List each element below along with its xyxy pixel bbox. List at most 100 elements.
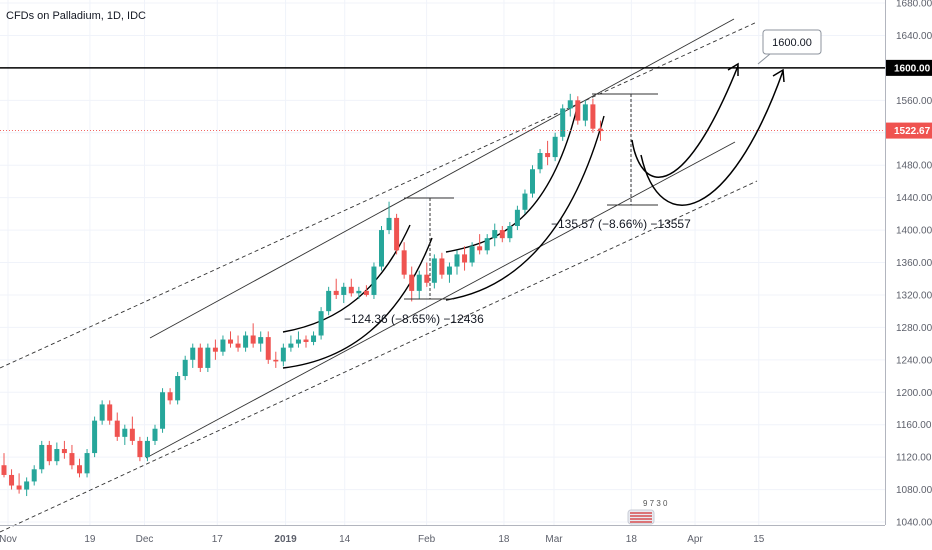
y-tick-label: 1640.00 [896, 31, 932, 42]
candle-body [341, 286, 347, 295]
candles [1, 93, 603, 497]
x-tick-label: 2019 [274, 534, 297, 545]
candle-body [1, 465, 7, 475]
arc-wave1-lower [282, 237, 433, 369]
candle-body [129, 428, 135, 441]
projection-path-2 [640, 70, 784, 206]
candle-body [363, 290, 369, 295]
x-tick-label: 14 [339, 534, 351, 545]
candle-body [16, 485, 22, 490]
grid [0, 0, 885, 525]
candle-body [439, 258, 445, 275]
candle-body [160, 392, 166, 429]
candle-body [469, 246, 475, 263]
level-price-badge-label: 1600.00 [894, 63, 931, 74]
candle-body [243, 335, 249, 348]
candle-body [99, 404, 105, 421]
candle-body [212, 347, 218, 352]
arc-wave2-lower [445, 115, 605, 301]
current-price-badge [886, 122, 932, 139]
measure-label-1: −124.36 (−8.65%) −12436 [344, 312, 484, 326]
candle-body [590, 104, 596, 129]
candle-body [137, 440, 143, 458]
candle-body [582, 104, 588, 121]
candle-body [416, 274, 422, 291]
x-tick-label: 17 [212, 534, 224, 545]
candle-body [46, 444, 52, 462]
y-tick-label: 1360.00 [896, 258, 932, 269]
y-tick-label: 1080.00 [896, 485, 932, 496]
channel-upper-dashed [0, 21, 758, 369]
x-tick-label: Feb [418, 534, 436, 545]
candle-body [84, 453, 90, 474]
candle-body [371, 266, 377, 295]
candle-body [197, 347, 203, 368]
candle-body [303, 339, 309, 342]
arc-wave2-upper [445, 103, 579, 253]
candle-body [326, 290, 332, 312]
candle-body [560, 108, 566, 137]
candle-body [514, 209, 520, 227]
y-tick-label: 1040.00 [896, 518, 932, 529]
candle-body [379, 230, 384, 267]
watermark-logo-text: 9 7 3 0 [643, 499, 668, 508]
candle-body [492, 230, 498, 239]
candle-body [288, 343, 294, 348]
candle-body [235, 343, 241, 348]
candle-body [552, 136, 558, 158]
candle-body [114, 420, 120, 437]
candle-body [545, 153, 551, 158]
candle-body [9, 474, 15, 486]
y-tick-label: 1320.00 [896, 290, 932, 301]
callout-box [762, 29, 822, 55]
candle-body [39, 444, 45, 470]
candle-body [280, 347, 286, 362]
arrowhead-2 [772, 68, 785, 83]
y-tick-label: 1120.00 [896, 453, 932, 464]
candle-body [122, 428, 128, 437]
candle-body [69, 453, 75, 466]
candle-body [333, 290, 339, 295]
x-tick-label: 18 [498, 534, 510, 545]
x-tick-label: 15 [753, 534, 765, 545]
candle-body [454, 254, 460, 267]
channel-lower-dashed [0, 180, 758, 533]
candle-body [258, 337, 264, 344]
candle-body [484, 238, 490, 251]
candle-body [348, 286, 354, 294]
candle-body [575, 100, 581, 121]
y-tick-label: 1480.00 [896, 161, 932, 172]
candle-body [537, 153, 543, 170]
candle-body [446, 266, 452, 275]
candle-body [477, 246, 483, 251]
trend-drawings [0, 18, 785, 533]
candle-body [92, 420, 98, 454]
candle-body [167, 392, 173, 401]
candle-body [152, 428, 158, 441]
candle-body [597, 128, 603, 132]
candle-body [107, 404, 113, 421]
y-tick-label: 1440.00 [896, 193, 932, 204]
overlay-drawings: 1600.00 [0, 29, 885, 525]
x-tick-label: 18 [626, 534, 638, 545]
candle-body [31, 469, 37, 482]
candle-body [318, 311, 324, 336]
candle-body [295, 339, 301, 344]
x-tick-label: Dec [136, 534, 154, 545]
chart-title: CFDs on Palladium, 1D, IDC [6, 10, 146, 22]
projection-path-1 [631, 65, 739, 178]
y-tick-label: 1680.00 [896, 0, 932, 10]
candle-body [499, 230, 505, 239]
y-tick-label: 1560.00 [896, 96, 932, 107]
candle-body [61, 449, 67, 454]
y-tick-label: 1280.00 [896, 323, 932, 334]
candle-body [507, 226, 513, 239]
current-price-badge-label: 1522.67 [894, 126, 931, 137]
candle-body [386, 217, 392, 231]
candle-body [265, 337, 271, 360]
x-tick-label: Mar [545, 534, 563, 545]
candle-body [273, 359, 279, 362]
